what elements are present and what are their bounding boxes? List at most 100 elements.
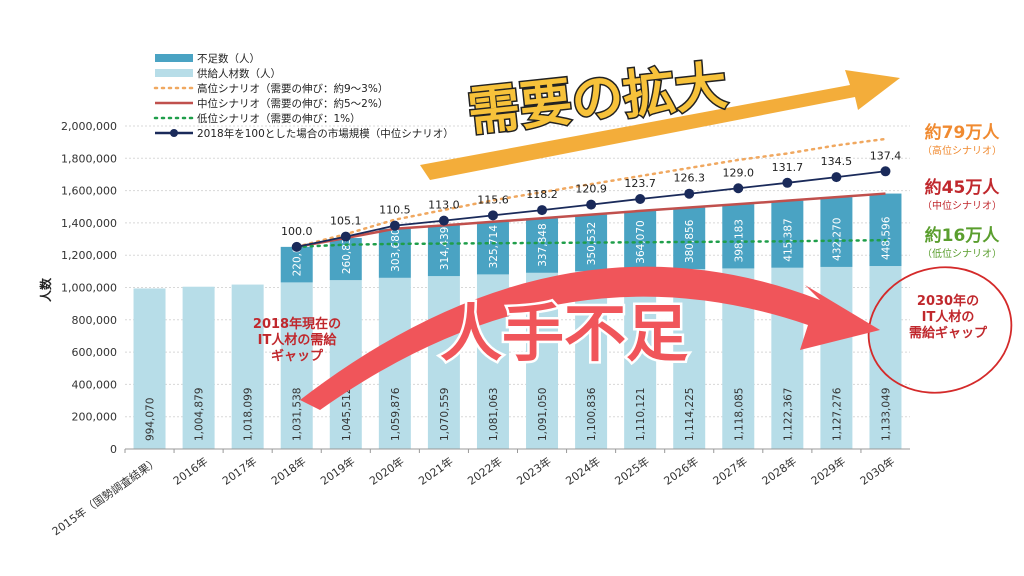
market-size-label: 137.4 — [870, 149, 902, 162]
supply-label: 1,018,099 — [243, 388, 255, 441]
supply-label: 1,133,049 — [880, 388, 892, 441]
x-tick-label: 2023年 — [514, 454, 554, 488]
low-gap-value: 約16万人 — [925, 225, 1001, 246]
x-tick-label: 2021年 — [416, 454, 456, 488]
y-tick-label: 600,000 — [72, 346, 118, 359]
shortage-label: 人手不足 — [440, 297, 688, 370]
high-gap-value: 約79万人 — [925, 122, 1001, 143]
supply-label: 1,059,876 — [390, 387, 402, 441]
demand-arrow-icon — [420, 70, 900, 180]
legend: 不足数（人） 供給人材数（人） 高位シナリオ（需要の伸び：約9～3%） 中位シナリオ（… — [153, 52, 454, 140]
mid-gap-value: 約45万人 — [925, 177, 1001, 198]
market-size-marker — [831, 172, 842, 183]
legend-swatch — [155, 54, 193, 62]
market-size-marker — [389, 220, 400, 231]
x-tick-label: 2015年（国勢調査結果） — [49, 454, 161, 538]
gap-2018-label: IT人材の需給 — [258, 332, 338, 348]
supply-bar — [427, 276, 460, 449]
market-size-marker — [880, 166, 891, 177]
x-tick-label: 2027年 — [710, 454, 750, 488]
legend-label: 供給人材数（人） — [197, 67, 281, 80]
shortage-label: 432,270 — [831, 218, 843, 261]
supply-bar — [820, 266, 853, 449]
shortage-bar — [869, 193, 902, 267]
high-gap-scenario: （高位シナリオ） — [922, 144, 1002, 157]
supply-label: 1,045,512 — [341, 388, 353, 441]
shortage-label: 325,714 — [488, 225, 500, 269]
y-tick-label: 1,200,000 — [61, 249, 117, 262]
market-size-marker — [733, 183, 744, 194]
supply-label: 1,004,879 — [194, 388, 206, 441]
mid-gap-scenario: （中位シナリオ） — [922, 199, 1002, 212]
x-tick-label: 2030年 — [857, 454, 897, 488]
shortage-bar — [673, 207, 706, 270]
shortage-bar — [722, 204, 755, 269]
shortage-bar — [476, 221, 509, 275]
supply-bar — [869, 266, 902, 449]
shortage-label: 303,680 — [390, 228, 402, 271]
y-tick-label: 1,800,000 — [61, 152, 117, 165]
supply-bar — [280, 282, 313, 449]
x-tick-label: 2028年 — [759, 454, 799, 488]
y-tick-label: 1,400,000 — [61, 217, 117, 230]
y-axis: 0 200,000 400,000 600,000 800,000 1,000,000 1,… — [61, 120, 117, 456]
market-size-label: 118.2 — [526, 188, 558, 201]
demand-label: 需要の拡大 — [465, 56, 730, 143]
market-size-marker — [438, 215, 449, 226]
legend-swatch — [155, 69, 193, 77]
market-size-label: 120.9 — [575, 183, 607, 196]
bars: 994,070 1,004,879 1,018,099 1,031,538 220,00… — [133, 193, 902, 449]
x-axis: 2015年（国勢調査結果） 2016年 2017年 2018年 2019年 2020年 20… — [49, 448, 910, 538]
market-size-label: 110.5 — [379, 204, 411, 217]
supply-label: 1,127,276 — [831, 387, 843, 441]
y-tick-label: 200,000 — [72, 411, 118, 424]
shortage-label: 415,387 — [782, 218, 794, 261]
y-axis-label: 人数 — [38, 277, 53, 302]
x-tick-label: 2017年 — [219, 454, 259, 488]
y-tick-label: 1,600,000 — [61, 185, 117, 198]
x-tick-label: 2024年 — [563, 454, 603, 488]
supply-label: 1,100,836 — [586, 387, 598, 441]
shortage-bar — [624, 210, 657, 270]
legend-marker — [170, 129, 178, 137]
market-size-marker — [635, 193, 646, 204]
legend-label: 高位シナリオ（需要の伸び：約9～3%） — [197, 82, 388, 95]
gap-2030-label: IT人材の — [922, 309, 975, 325]
supply-bar — [231, 284, 264, 449]
x-tick-label: 2020年 — [367, 454, 407, 488]
shortage-label: 260,835 — [341, 231, 353, 274]
market-size-marker — [684, 188, 695, 199]
market-size-marker — [340, 231, 351, 242]
supply-label: 1,122,367 — [782, 388, 794, 441]
supply-label: 1,070,559 — [439, 388, 451, 441]
x-tick-label: 2026年 — [661, 454, 701, 488]
high-scenario-line — [295, 137, 887, 249]
gap-2030-label: 2030年の — [917, 293, 979, 309]
shortage-label: 448,596 — [880, 216, 892, 260]
scenario-lines: 100.0 105.1 110.5 113.0 115.6 118.2 120.9 123.7… — [281, 137, 902, 252]
shortage-bar — [526, 218, 559, 273]
market-size-label: 115.6 — [477, 193, 509, 206]
annotations: 約79万人（高位シナリオ） 約45万人（中位シナリオ） 約16万人（低位シナリオ） 2… — [253, 55, 1013, 410]
market-size-label: 134.5 — [821, 155, 853, 168]
shortage-arrow-icon — [300, 266, 880, 410]
market-size-marker — [537, 205, 548, 216]
shortage-bar — [378, 228, 411, 278]
y-tick-label: 1,000,000 — [61, 282, 117, 295]
shortage-bar — [427, 225, 460, 277]
x-tick-label: 2025年 — [612, 454, 652, 488]
legend-label: 低位シナリオ（需要の伸び：1%） — [197, 112, 361, 125]
y-tick-label: 400,000 — [72, 378, 118, 391]
market-size-label: 123.7 — [624, 177, 656, 190]
supply-label: 1,031,538 — [292, 388, 304, 441]
supply-label: 1,110,121 — [635, 388, 647, 441]
supply-label: 1,118,085 — [733, 388, 745, 441]
legend-label: 不足数（人） — [197, 52, 260, 65]
market-size-label: 105.1 — [330, 215, 362, 228]
gap-2018-label: ギャップ — [271, 348, 324, 364]
legend-label: 中位シナリオ（需要の伸び：約5～2%） — [197, 97, 388, 110]
market-size-marker — [586, 199, 597, 210]
market-size-label: 129.0 — [723, 166, 755, 179]
supply-bar — [624, 269, 657, 449]
